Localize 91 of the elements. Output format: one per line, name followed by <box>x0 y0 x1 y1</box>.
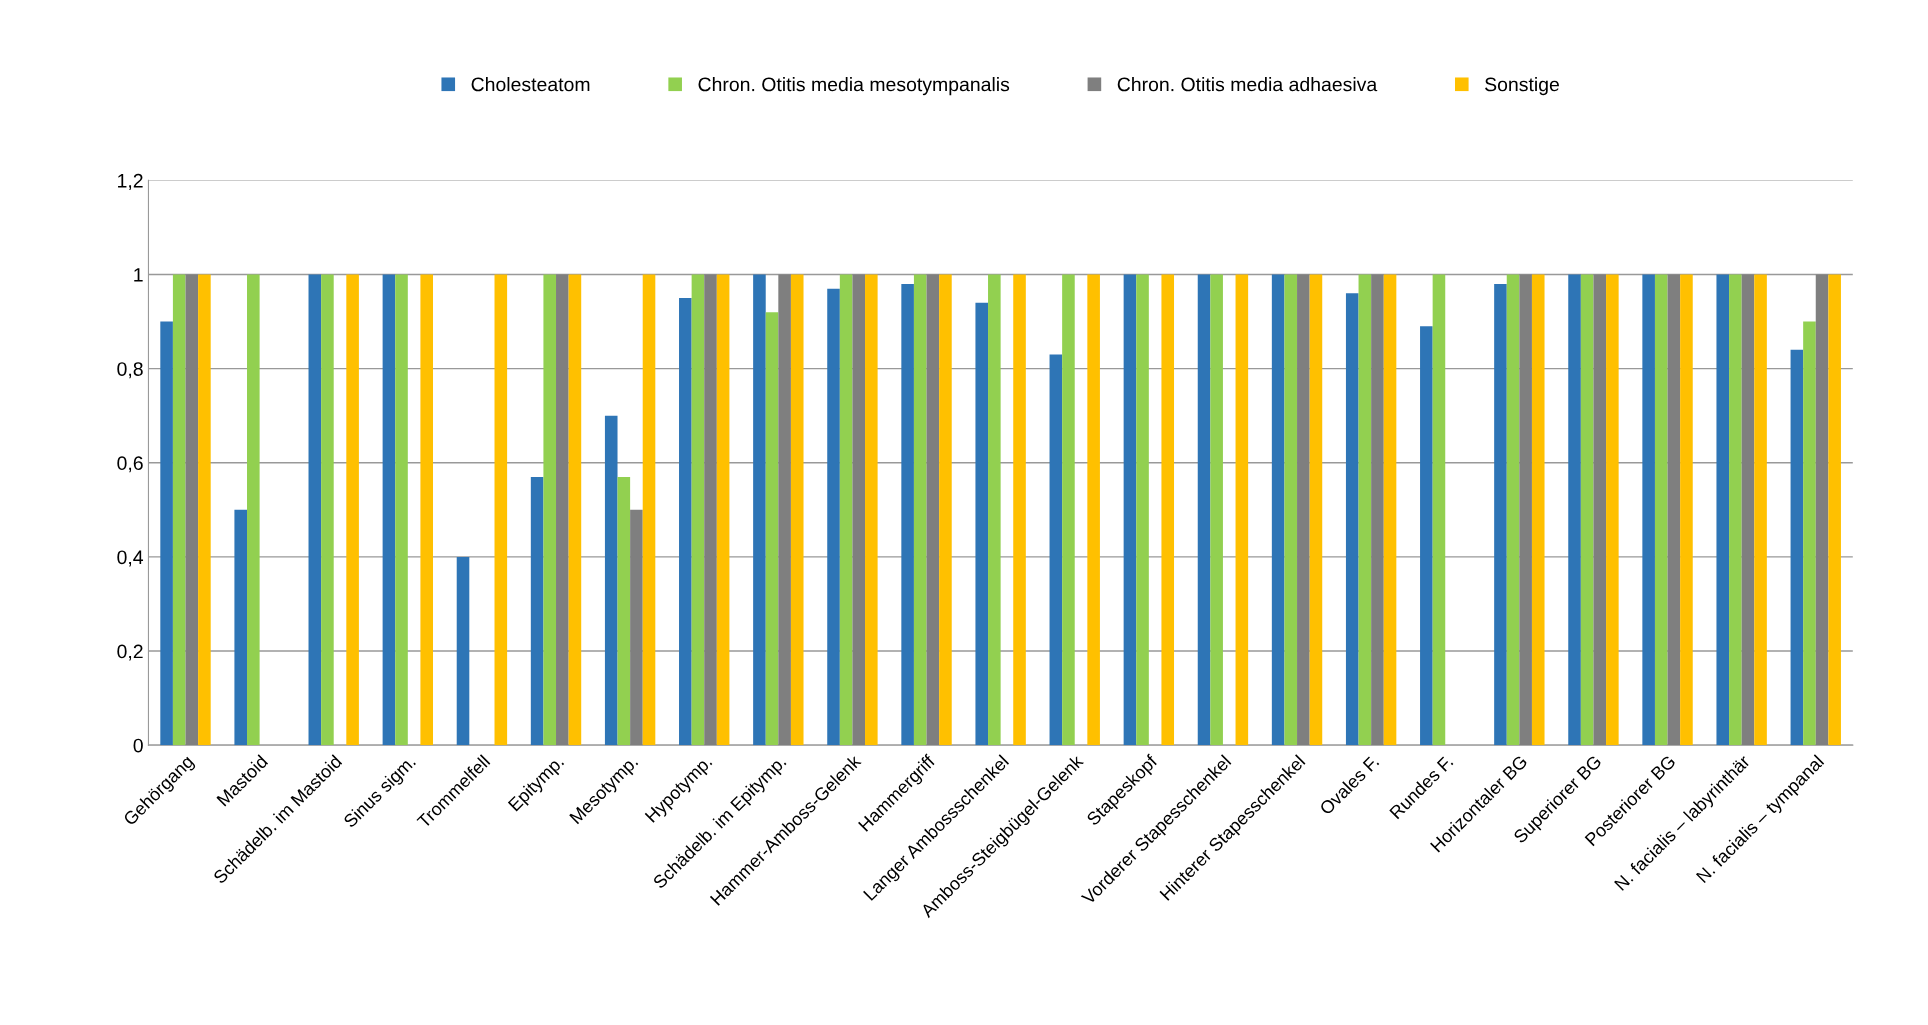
bar <box>790 274 804 746</box>
bar <box>1309 274 1323 746</box>
bar <box>1123 274 1137 746</box>
bar <box>494 274 508 746</box>
bar <box>926 274 940 746</box>
bar <box>1136 274 1149 746</box>
bar <box>1642 274 1655 746</box>
bar <box>1049 354 1063 746</box>
bar <box>1593 274 1607 746</box>
y-tick-label: 0,4 <box>117 550 144 567</box>
bar <box>1235 274 1249 746</box>
legend-label: Cholesteatom <box>471 77 590 92</box>
bar <box>247 274 260 746</box>
bar <box>642 274 656 746</box>
bar <box>420 274 434 746</box>
bar <box>172 274 186 746</box>
bar <box>160 321 173 746</box>
bar <box>1754 274 1767 746</box>
bar <box>395 274 408 746</box>
bar <box>1271 274 1285 746</box>
bar <box>1420 326 1433 746</box>
bar <box>568 274 582 746</box>
bar <box>1654 274 1668 746</box>
bar <box>630 509 643 746</box>
bar <box>913 274 927 746</box>
bar <box>1383 274 1397 746</box>
bar <box>1580 274 1594 746</box>
bar <box>1790 349 1804 746</box>
bar <box>1729 274 1742 746</box>
bar <box>530 476 544 746</box>
bar <box>1815 274 1829 746</box>
bar <box>1494 283 1507 746</box>
bar <box>1828 274 1841 746</box>
bar <box>975 302 989 746</box>
bar <box>1161 274 1175 746</box>
bar <box>1197 274 1211 746</box>
bar <box>1667 274 1681 746</box>
y-tick-label: 0,6 <box>117 456 143 473</box>
bar <box>1531 274 1545 746</box>
bar <box>765 312 779 746</box>
bar <box>1345 293 1359 746</box>
bar <box>1568 274 1581 746</box>
bar <box>691 274 705 746</box>
bar <box>827 288 840 746</box>
bar <box>604 415 618 746</box>
bar <box>1506 274 1520 746</box>
bar <box>1432 274 1446 746</box>
bar <box>321 274 334 746</box>
bar <box>456 556 470 746</box>
bar <box>1210 274 1223 746</box>
bar <box>1013 274 1026 746</box>
y-tick-label: 0 <box>133 738 143 753</box>
bar <box>852 274 866 746</box>
bar <box>716 274 730 746</box>
bar <box>1284 274 1298 746</box>
bar <box>1062 274 1075 746</box>
bar <box>1741 274 1755 746</box>
bar <box>1358 274 1372 746</box>
bar <box>1606 274 1619 746</box>
bar <box>865 274 878 746</box>
bar <box>308 274 322 746</box>
bar <box>1297 274 1310 746</box>
bar <box>753 274 766 746</box>
y-tick-label: 1 <box>134 268 143 282</box>
bar <box>1371 274 1384 746</box>
bar <box>185 274 199 746</box>
bar <box>704 274 717 746</box>
bar <box>198 274 211 746</box>
bar <box>543 274 557 746</box>
bar <box>988 274 1001 746</box>
bar <box>901 283 914 746</box>
bar <box>1716 274 1730 746</box>
bar <box>839 274 853 746</box>
legend-label: Chron. Otitis media mesotympanalis <box>698 77 1010 96</box>
legend-label: Sonstige <box>1485 77 1559 96</box>
bar <box>778 274 791 746</box>
bar <box>679 298 692 746</box>
bar <box>1803 321 1816 746</box>
bar <box>939 274 952 746</box>
bar <box>382 274 396 746</box>
bar <box>234 509 248 746</box>
bar <box>556 274 569 746</box>
y-tick-label: 0,2 <box>117 644 143 661</box>
bar <box>617 476 631 746</box>
bar <box>1519 274 1532 746</box>
y-tick-label: 1,2 <box>118 173 143 190</box>
bar <box>1680 274 1693 746</box>
bar <box>346 274 359 746</box>
bar <box>1087 274 1100 746</box>
legend-label: Chron. Otitis media adhaesiva <box>1117 77 1378 92</box>
y-tick-label: 0,8 <box>117 362 143 379</box>
